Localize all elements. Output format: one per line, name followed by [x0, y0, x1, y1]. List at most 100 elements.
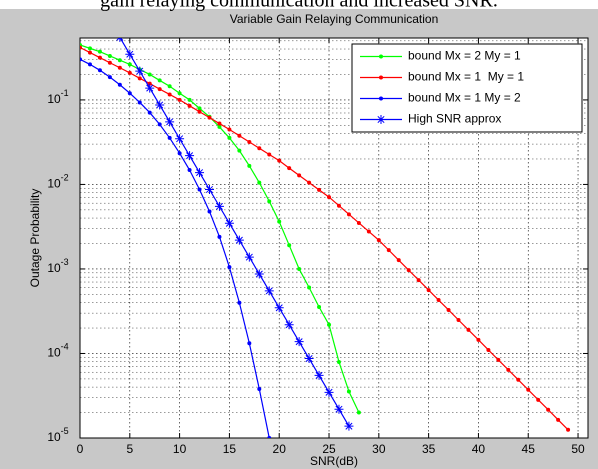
marker	[284, 320, 294, 330]
marker	[137, 100, 142, 105]
marker	[197, 106, 202, 111]
marker	[227, 127, 232, 132]
marker	[217, 234, 222, 239]
marker	[107, 60, 112, 65]
y-tick-label: 10-5	[47, 426, 68, 444]
marker	[117, 65, 122, 70]
marker	[294, 337, 304, 347]
legend-label: bound Mx = 1 My = 2	[408, 91, 521, 105]
marker	[107, 75, 112, 80]
marker	[197, 187, 202, 192]
marker	[207, 115, 212, 120]
marker	[237, 148, 242, 153]
marker	[234, 235, 244, 245]
x-tick-label: 25	[322, 442, 336, 456]
x-tick-label: 40	[472, 442, 486, 456]
marker	[80, 57, 82, 62]
x-tick-label: 0	[77, 442, 84, 456]
marker	[237, 300, 242, 305]
marker	[376, 115, 386, 124]
marker	[157, 78, 162, 83]
marker	[446, 307, 451, 312]
caption: gain relaying communication and increase…	[100, 0, 498, 12]
marker	[366, 229, 371, 234]
marker	[257, 146, 262, 151]
x-tick-label: 45	[522, 442, 536, 456]
marker	[297, 266, 302, 271]
marker	[197, 109, 202, 114]
marker	[267, 152, 272, 157]
marker	[317, 304, 322, 309]
plot-frame	[79, 37, 589, 439]
marker	[556, 417, 561, 422]
marker	[264, 286, 274, 296]
x-tick-label: 35	[422, 442, 436, 456]
marker	[87, 46, 92, 51]
marker	[267, 436, 272, 438]
marker	[356, 220, 361, 225]
marker	[185, 151, 195, 161]
series-line	[80, 58, 270, 438]
marker	[516, 377, 521, 382]
x-tick-label: 5	[126, 442, 133, 456]
y-axis-label: Outage Probability	[28, 189, 42, 288]
marker	[379, 75, 383, 80]
marker	[107, 53, 112, 58]
marker	[145, 83, 155, 93]
marker	[257, 386, 262, 391]
marker	[344, 421, 354, 431]
marker	[177, 97, 182, 102]
x-tick-label: 10	[173, 442, 187, 456]
x-axis-label: SNR(dB)	[310, 454, 358, 468]
marker	[167, 135, 172, 140]
marker	[307, 180, 312, 185]
legend-label: High SNR approx	[408, 112, 501, 126]
marker	[135, 66, 145, 76]
marker	[336, 203, 341, 208]
marker	[327, 322, 332, 327]
marker	[165, 117, 175, 127]
marker	[87, 62, 92, 67]
marker	[97, 68, 102, 73]
marker	[137, 76, 142, 81]
x-tick-label: 20	[273, 442, 287, 456]
y-tick-label: 10-3	[47, 257, 68, 275]
marker	[247, 163, 252, 168]
marker	[436, 298, 441, 303]
marker	[324, 387, 334, 397]
marker	[177, 151, 182, 156]
marker	[546, 407, 551, 412]
marker	[254, 269, 264, 279]
chart-title: Variable Gain Relaying Communication	[230, 12, 439, 26]
legend-label: bound Mx = 2 My = 1	[408, 49, 521, 63]
marker	[566, 427, 571, 432]
y-tick-label: 10-1	[47, 88, 68, 106]
marker	[177, 91, 182, 96]
marker	[336, 359, 341, 364]
marker	[125, 49, 135, 59]
marker	[227, 135, 232, 140]
marker	[396, 258, 401, 263]
marker	[406, 268, 411, 273]
marker	[175, 134, 185, 144]
marker	[127, 70, 132, 75]
marker	[526, 387, 531, 392]
marker	[147, 72, 152, 77]
x-tick-label: 15	[223, 442, 237, 456]
marker	[214, 201, 224, 211]
marker	[379, 54, 383, 59]
x-tick-label: 50	[571, 442, 585, 456]
marker	[117, 58, 122, 63]
marker	[274, 303, 284, 313]
marker	[167, 92, 172, 97]
marker	[147, 110, 152, 115]
marker	[277, 219, 282, 224]
marker	[187, 103, 192, 108]
marker	[187, 168, 192, 173]
marker	[346, 389, 351, 394]
marker	[247, 341, 252, 346]
marker	[314, 370, 324, 380]
marker	[456, 317, 461, 322]
marker	[204, 184, 214, 194]
